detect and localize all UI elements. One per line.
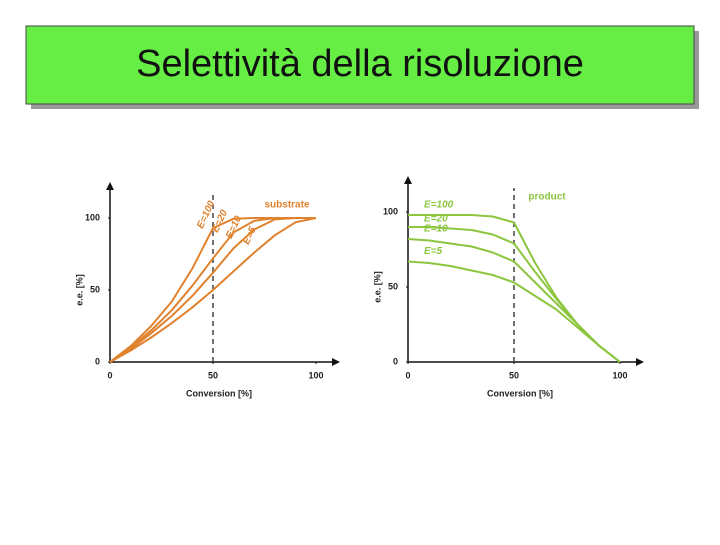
x-tick-label: 100 xyxy=(308,370,323,380)
y-tick-label: 0 xyxy=(393,356,398,366)
annotation: substrate xyxy=(264,200,309,211)
y-tick-label: 50 xyxy=(388,281,398,291)
series-line xyxy=(109,217,317,363)
y-tick-label: 100 xyxy=(383,206,398,216)
y-tick-label: 0 xyxy=(95,356,100,366)
x-tick-label: 50 xyxy=(208,370,218,380)
series-label: E=100 xyxy=(424,200,454,211)
y-tick-label: 50 xyxy=(90,284,100,294)
x-arrow xyxy=(332,358,340,366)
x-tick-label: 50 xyxy=(509,370,519,380)
x-tick-label: 100 xyxy=(612,370,627,380)
y-arrow xyxy=(106,182,114,190)
series-line xyxy=(407,238,621,363)
y-axis-label: e.e. [%] xyxy=(74,274,84,306)
y-tick-label: 100 xyxy=(85,212,100,222)
series-label: E=5 xyxy=(424,246,443,257)
x-arrow xyxy=(636,358,644,366)
x-tick-label: 0 xyxy=(405,370,410,380)
series-label: E=20 xyxy=(424,214,448,225)
series-line xyxy=(407,260,621,363)
title-box xyxy=(25,25,695,105)
slide-title: Selettività della risoluzione xyxy=(136,43,584,85)
x-axis-label: Conversion [%] xyxy=(487,388,553,398)
x-axis-label: Conversion [%] xyxy=(186,388,252,398)
y-axis-label: e.e. [%] xyxy=(372,271,382,303)
series-line xyxy=(109,217,316,363)
y-arrow xyxy=(404,176,412,184)
annotation: product xyxy=(528,192,566,203)
x-tick-label: 0 xyxy=(107,370,112,380)
series-label: E=10 xyxy=(424,224,448,235)
